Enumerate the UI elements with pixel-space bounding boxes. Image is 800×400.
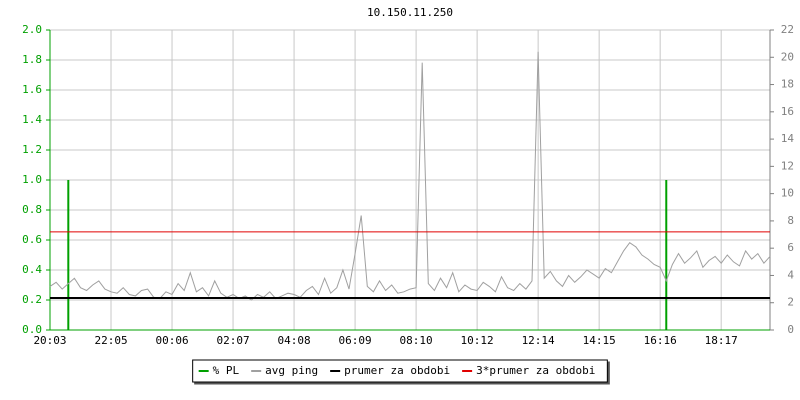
x-tick-label: 00:06 [155, 334, 188, 347]
y2-tick-label: 18 [781, 78, 794, 91]
chart-title: 10.150.11.250 [367, 6, 453, 19]
x-tick-label: 04:08 [278, 334, 311, 347]
x-tick-label: 22:05 [94, 334, 127, 347]
y-tick-label: 0.2 [22, 293, 42, 306]
legend-label: % PL [213, 364, 240, 377]
y-tick-label: 0.8 [22, 203, 42, 216]
y2-tick-label: 20 [781, 50, 794, 63]
y-tick-label: 1.0 [22, 173, 42, 186]
x-tick-label: 10:12 [461, 334, 494, 347]
y2-tick-label: 10 [781, 187, 794, 200]
y-tick-label: 0.4 [22, 263, 42, 276]
y-tick-label: 0.6 [22, 233, 42, 246]
y-tick-label: 1.8 [22, 53, 42, 66]
y-tick-label: 1.2 [22, 143, 42, 156]
x-tick-label: 14:15 [583, 334, 616, 347]
y2-tick-label: 4 [787, 268, 794, 281]
ping-line [49, 51, 771, 301]
y2-tick-label: 16 [781, 105, 794, 118]
legend: % PL avg ping prumer za obdobi 3*prumer za … [192, 359, 608, 383]
y2-tick-label: 0 [787, 323, 794, 336]
x-tick-label: 16:16 [644, 334, 677, 347]
y-tick-label: 1.4 [22, 113, 42, 126]
y2-tick-label: 2 [787, 296, 794, 309]
y2-tick-label: 6 [787, 241, 794, 254]
y-tick-label: 1.6 [22, 83, 42, 96]
x-tick-label: 20:03 [33, 334, 66, 347]
y2-tick-label: 8 [787, 214, 794, 227]
y2-tick-label: 14 [781, 132, 795, 145]
legend-label: prumer za obdobi [344, 364, 450, 377]
y-tick-label: 2.0 [22, 23, 42, 36]
legend-label: avg ping [265, 364, 318, 377]
x-tick-label: 06:09 [339, 334, 372, 347]
y2-tick-label: 22 [781, 23, 794, 36]
legend-label: 3*prumer za obdobi [476, 364, 595, 377]
legend-box [192, 359, 608, 383]
x-tick-label: 12:14 [522, 334, 555, 347]
y-tick-label: 0.0 [22, 323, 42, 336]
x-tick-label: 08:10 [400, 334, 433, 347]
y2-tick-label: 12 [781, 159, 794, 172]
x-tick-label: 02:07 [216, 334, 249, 347]
x-tick-label: 18:17 [705, 334, 738, 347]
